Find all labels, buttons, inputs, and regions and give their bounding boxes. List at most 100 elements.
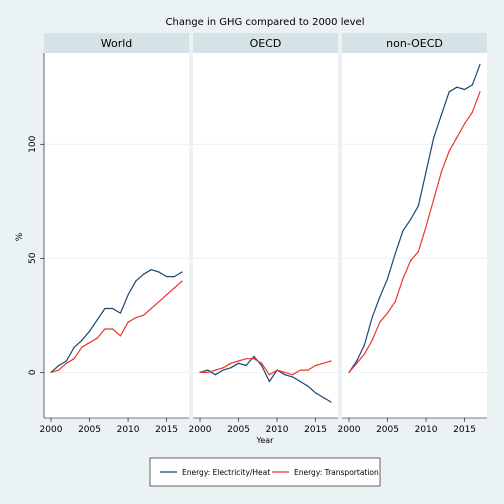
series-line [50, 269, 183, 373]
legend-label-electricity: Energy: Electricity/Heat [182, 468, 270, 477]
data-point [119, 335, 121, 337]
data-point [456, 136, 458, 139]
plot-area [193, 53, 338, 418]
data-point [479, 91, 481, 93]
data-point [379, 296, 381, 298]
data-point [410, 259, 412, 262]
series-line [348, 91, 481, 373]
data-point [81, 346, 83, 348]
data-point [433, 136, 435, 139]
panel: OECD 2000 2005 2010 2015 [189, 33, 338, 435]
x-tick-label: 2005 [227, 425, 250, 435]
data-point [386, 278, 389, 280]
data-point [284, 371, 286, 373]
data-point [135, 280, 137, 282]
data-point [96, 337, 98, 339]
y-tick-label: 100 [28, 135, 38, 152]
data-point [314, 392, 317, 394]
data-point [165, 294, 168, 296]
data-point [237, 362, 240, 364]
data-point [307, 385, 309, 387]
data-point [112, 307, 114, 310]
data-point [348, 371, 350, 373]
x-tick-label: 2005 [78, 425, 101, 435]
plot-area [342, 53, 487, 418]
x-tick-label: 2005 [376, 425, 399, 435]
data-point [268, 374, 270, 376]
data-point [322, 396, 324, 399]
data-point [96, 319, 98, 321]
data-point [394, 301, 396, 303]
data-point [456, 86, 458, 88]
legend-box [149, 457, 381, 487]
data-point [276, 369, 278, 371]
panel: non-OECD 2000 2005 2010 2015 [338, 33, 487, 435]
data-point [253, 358, 255, 360]
data-point [237, 360, 240, 362]
data-point [73, 358, 75, 360]
data-point [135, 317, 137, 319]
data-point [88, 342, 91, 344]
data-point [119, 312, 121, 314]
data-point [314, 364, 317, 367]
data-point [330, 401, 332, 403]
data-point [363, 353, 366, 355]
data-point [73, 346, 75, 348]
data-point [433, 198, 435, 200]
legend: Energy: Electricity/Heat Energy: Transpo… [149, 457, 381, 487]
series-line [200, 358, 332, 376]
data-point [322, 362, 324, 364]
data-point [402, 230, 404, 232]
data-point [291, 374, 294, 376]
data-point [371, 317, 373, 319]
data-point [127, 321, 129, 323]
data-point [471, 84, 473, 86]
data-point [471, 111, 473, 113]
data-point [150, 269, 152, 271]
data-point [268, 380, 270, 383]
data-point [207, 369, 209, 371]
data-point [222, 369, 224, 371]
series-line [50, 280, 183, 373]
data-point [214, 374, 217, 376]
data-point [65, 360, 68, 362]
data-point [230, 362, 232, 364]
data-point [104, 328, 106, 330]
x-tick-label: 2000 [189, 425, 212, 435]
data-point [58, 369, 60, 371]
x-tick-label: 2015 [453, 425, 476, 435]
panel: World 2000 2005 2010 2015 0 50 100 [28, 33, 189, 435]
y-tick-label: 50 [28, 252, 38, 264]
data-point [379, 321, 381, 323]
data-point [417, 205, 419, 207]
y-axis-label: % [15, 232, 25, 241]
data-point [330, 360, 332, 362]
data-point [181, 271, 183, 273]
data-point [479, 63, 481, 66]
panels-layer: World 2000 2005 2010 2015 0 50 100 OECD 2000 2005 2… [28, 33, 487, 435]
x-tick-label: 2010 [117, 425, 140, 435]
data-point [425, 225, 427, 227]
x-tick-label: 2015 [304, 425, 327, 435]
data-point [112, 328, 114, 330]
data-point [410, 218, 412, 221]
x-tick-label: 2010 [266, 425, 289, 435]
x-axis-label: Year [256, 436, 275, 445]
data-point [356, 362, 358, 364]
legend-label-transportation: Energy: Transportation [294, 468, 379, 477]
data-point [165, 275, 168, 278]
data-point [158, 271, 160, 273]
data-point [81, 339, 83, 342]
data-point [371, 339, 373, 342]
data-point [222, 367, 224, 369]
data-point [448, 150, 450, 152]
y-tick-label: 0 [28, 369, 38, 375]
data-point [173, 287, 175, 289]
data-point [261, 364, 263, 367]
panel-header [193, 33, 338, 53]
panel-header [44, 33, 189, 53]
x-tick-label: 2000 [338, 425, 361, 435]
data-point [245, 364, 247, 367]
series-line [199, 355, 332, 403]
